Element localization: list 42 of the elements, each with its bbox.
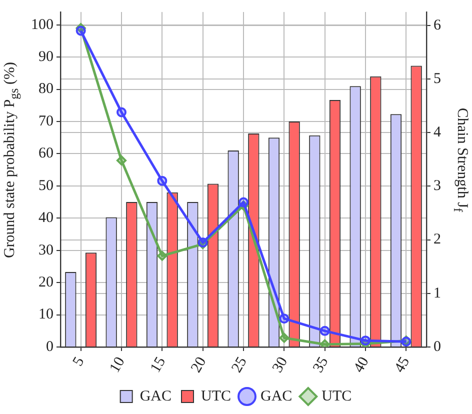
y2-tick-label: 0: [434, 338, 441, 355]
y-tick-label: 90: [38, 49, 54, 66]
y2-tick-label: 2: [434, 232, 441, 248]
point: [279, 314, 290, 324]
y2-tick-label: 3: [434, 178, 441, 194]
legend-label: UTC: [201, 388, 231, 404]
point: [320, 339, 330, 348]
x-tick-label: 35: [310, 354, 332, 376]
y-tick-label: 10: [38, 306, 54, 323]
y2-tick-label: 5: [434, 70, 441, 87]
point: [279, 332, 290, 343]
x-tick-label: 40: [351, 354, 372, 376]
x-tick-label: 5: [70, 354, 88, 369]
x-tick-label: 20: [188, 354, 210, 376]
x-tick-label: 15: [148, 354, 170, 376]
y-tick-label: 30: [38, 242, 54, 258]
point: [116, 107, 126, 118]
legend-label: UTC: [322, 388, 352, 404]
point: [157, 176, 168, 186]
x-tick-label: 25: [229, 354, 250, 376]
point: [116, 155, 126, 166]
y-tick-label: 50: [38, 178, 54, 194]
point: [76, 26, 86, 36]
legend-label: GAC: [140, 388, 172, 404]
point: [238, 197, 248, 208]
point: [360, 336, 370, 346]
x-tick-label: 30: [270, 354, 292, 376]
legend-label: GAC: [260, 388, 292, 404]
y-tick-label: 100: [31, 16, 54, 33]
y2-tick-label: 1: [434, 285, 441, 302]
x-tick-label: 45: [392, 354, 414, 376]
y-tick-label: 20: [38, 274, 54, 291]
y-tick-label: 70: [38, 113, 54, 130]
y2-tick-label: 6: [434, 17, 442, 34]
y-tick-label: 40: [38, 210, 54, 226]
y-tick-label: 0: [46, 338, 54, 355]
y-tick-label: 80: [38, 81, 54, 98]
x-tick-label: 10: [107, 354, 128, 376]
point: [157, 250, 168, 261]
y2-tick-label: 4: [434, 124, 442, 141]
point: [320, 326, 330, 336]
y-tick-label: 60: [38, 146, 54, 162]
